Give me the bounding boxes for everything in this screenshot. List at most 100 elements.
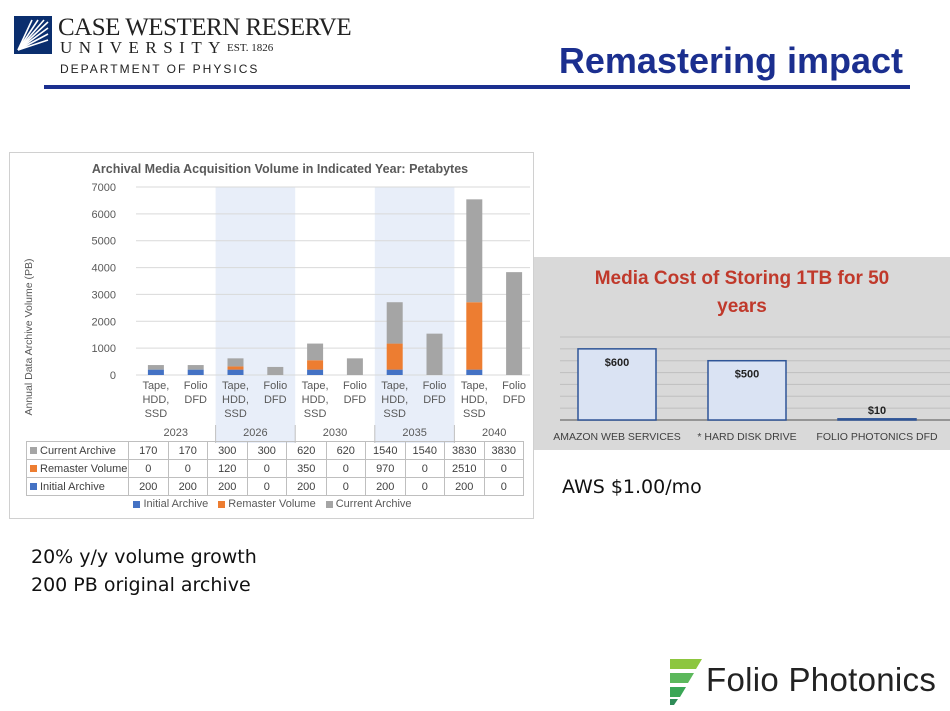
x-category-label: DFD [423, 394, 446, 406]
media-cost-chart: $600 AMAZON WEB SERVICES $500 * HARD DISK D… [534, 257, 950, 450]
table-cell: 200 [128, 477, 169, 496]
table-row-label: Current Archive [40, 444, 116, 457]
x-category-label: DFD [264, 394, 287, 406]
x-year-label: 2035 [402, 427, 426, 439]
x-category-label: Tape, [222, 380, 249, 392]
y-tick-label: 2000 [92, 316, 116, 328]
table-row-label: Initial Archive [40, 480, 105, 493]
table-cell: 0 [325, 459, 366, 478]
cost-category-label: * HARD DISK DRIVE [697, 431, 796, 443]
x-category-label: Folio [423, 380, 447, 392]
cost-chart-title-line-2: years [717, 296, 767, 317]
legend-swatch [133, 500, 141, 508]
highlight-band-2026 [215, 187, 296, 443]
table-cell: 620 [286, 441, 327, 460]
bar-current-archive [506, 272, 523, 375]
x-category-label: Tape, [302, 380, 329, 392]
table-cell: 200 [365, 477, 406, 496]
table-cell: 200 [167, 477, 208, 496]
bar-initial-archive [227, 369, 244, 375]
cost-category-label: AMAZON WEB SERVICES [553, 431, 681, 443]
bar-current-archive [386, 302, 403, 344]
table-cell: 200 [207, 477, 248, 496]
table-cell: 0 [128, 459, 169, 478]
archival-volume-plot: 0 1000 2000 3000 4000 5000 6000 7000 Tape, HDD, S… [23, 162, 530, 443]
x-category-label: Folio [184, 380, 208, 392]
table-cell: 1540 [365, 441, 406, 460]
x-category-label: SSD [145, 408, 168, 420]
table-cell: 0 [404, 477, 445, 496]
cost-data-label: $600 [605, 357, 629, 369]
bar-remaster-volume [386, 343, 403, 370]
x-category-label: DFD [344, 394, 367, 406]
cost-bar [707, 359, 787, 421]
table-row: Initial Archive 200 200 200 0 200 0 200 0 200 0 [26, 477, 524, 496]
table-cell: 0 [483, 459, 524, 478]
folio-brand-name: Folio Photonics [706, 661, 937, 698]
table-cell: 120 [207, 459, 248, 478]
y-tick-label: 7000 [92, 182, 116, 194]
table-row-label: Remaster Volume [40, 462, 128, 475]
bar-current-archive [187, 365, 204, 370]
x-category-label: SSD [304, 408, 327, 420]
assumption-notes: 20% y/y volume growth 200 PB original ar… [31, 543, 257, 599]
bar-current-archive [147, 365, 164, 370]
table-cell: 350 [286, 459, 327, 478]
x-year-label: 2040 [482, 427, 506, 439]
bar-current-archive [346, 358, 363, 375]
bar-remaster-volume [307, 360, 324, 370]
bar-current-archive [227, 358, 244, 367]
cost-data-label: $500 [735, 369, 759, 381]
bar-current-archive [426, 333, 443, 375]
y-axis-label: Annual Data Archive Volume (PB) [23, 259, 35, 416]
university-seal-icon [14, 16, 52, 54]
bar-initial-archive [386, 369, 403, 375]
x-category-label: DFD [184, 394, 207, 406]
y-tick-label: 0 [110, 370, 116, 382]
x-category-label: Tape, [142, 380, 169, 392]
y-tick-label: 4000 [92, 263, 116, 275]
legend-swatch [218, 500, 226, 508]
legend-item: Initial Archive [133, 498, 208, 510]
x-category-label: HDD, [381, 394, 408, 406]
bar-remaster-volume [227, 366, 244, 370]
bar-initial-archive [466, 369, 483, 375]
archival-volume-chart: 0 1000 2000 3000 4000 5000 6000 7000 Tape, HDD, S… [9, 152, 534, 519]
x-category-label: HDD, [142, 394, 169, 406]
x-year-label: 2030 [323, 427, 347, 439]
x-category-label: SSD [224, 408, 247, 420]
folio-mark-icon [670, 659, 702, 705]
x-category-label: Folio [343, 380, 367, 392]
x-year-label: 2026 [243, 427, 267, 439]
table-row: Current Archive 170 170 300 300 620 620 1540 154… [26, 441, 524, 460]
x-category-label: HDD, [461, 394, 488, 406]
table-row-header: Initial Archive [26, 477, 129, 496]
table-cell: 2510 [444, 459, 485, 478]
table-cell: 620 [325, 441, 366, 460]
chart-legend: Initial Archive Remaster Volume Current Ar… [10, 498, 535, 510]
legend-swatch [30, 447, 37, 455]
bar-current-archive [267, 366, 284, 375]
table-cell: 170 [128, 441, 169, 460]
legend-label: Remaster Volume [228, 498, 316, 510]
x-category-label: SSD [463, 408, 486, 420]
table-row-header: Remaster Volume [26, 459, 129, 478]
x-category-label: Folio [502, 380, 526, 392]
note-growth: 20% y/y volume growth [31, 546, 257, 568]
media-cost-plot: $600 AMAZON WEB SERVICES $500 * HARD DISK D… [553, 268, 950, 443]
cost-bar [837, 418, 917, 421]
table-cell: 970 [365, 459, 406, 478]
slide-title: Remastering impact [558, 40, 903, 81]
x-category-label: SSD [383, 408, 406, 420]
y-tick-label: 3000 [92, 289, 116, 301]
aws-cost-note: AWS $1.00/mo [562, 476, 702, 498]
table-cell: 0 [167, 459, 208, 478]
x-category-label: DFD [503, 394, 526, 406]
legend-item: Remaster Volume [218, 498, 316, 510]
cost-data-label: $10 [868, 405, 886, 417]
table-cell: 0 [483, 477, 524, 496]
bar-current-archive [466, 199, 483, 303]
legend-swatch [325, 500, 333, 508]
logo-est: EST. 1826 [227, 42, 274, 54]
logo-name: CASE WESTERN RESERVE [58, 14, 352, 41]
